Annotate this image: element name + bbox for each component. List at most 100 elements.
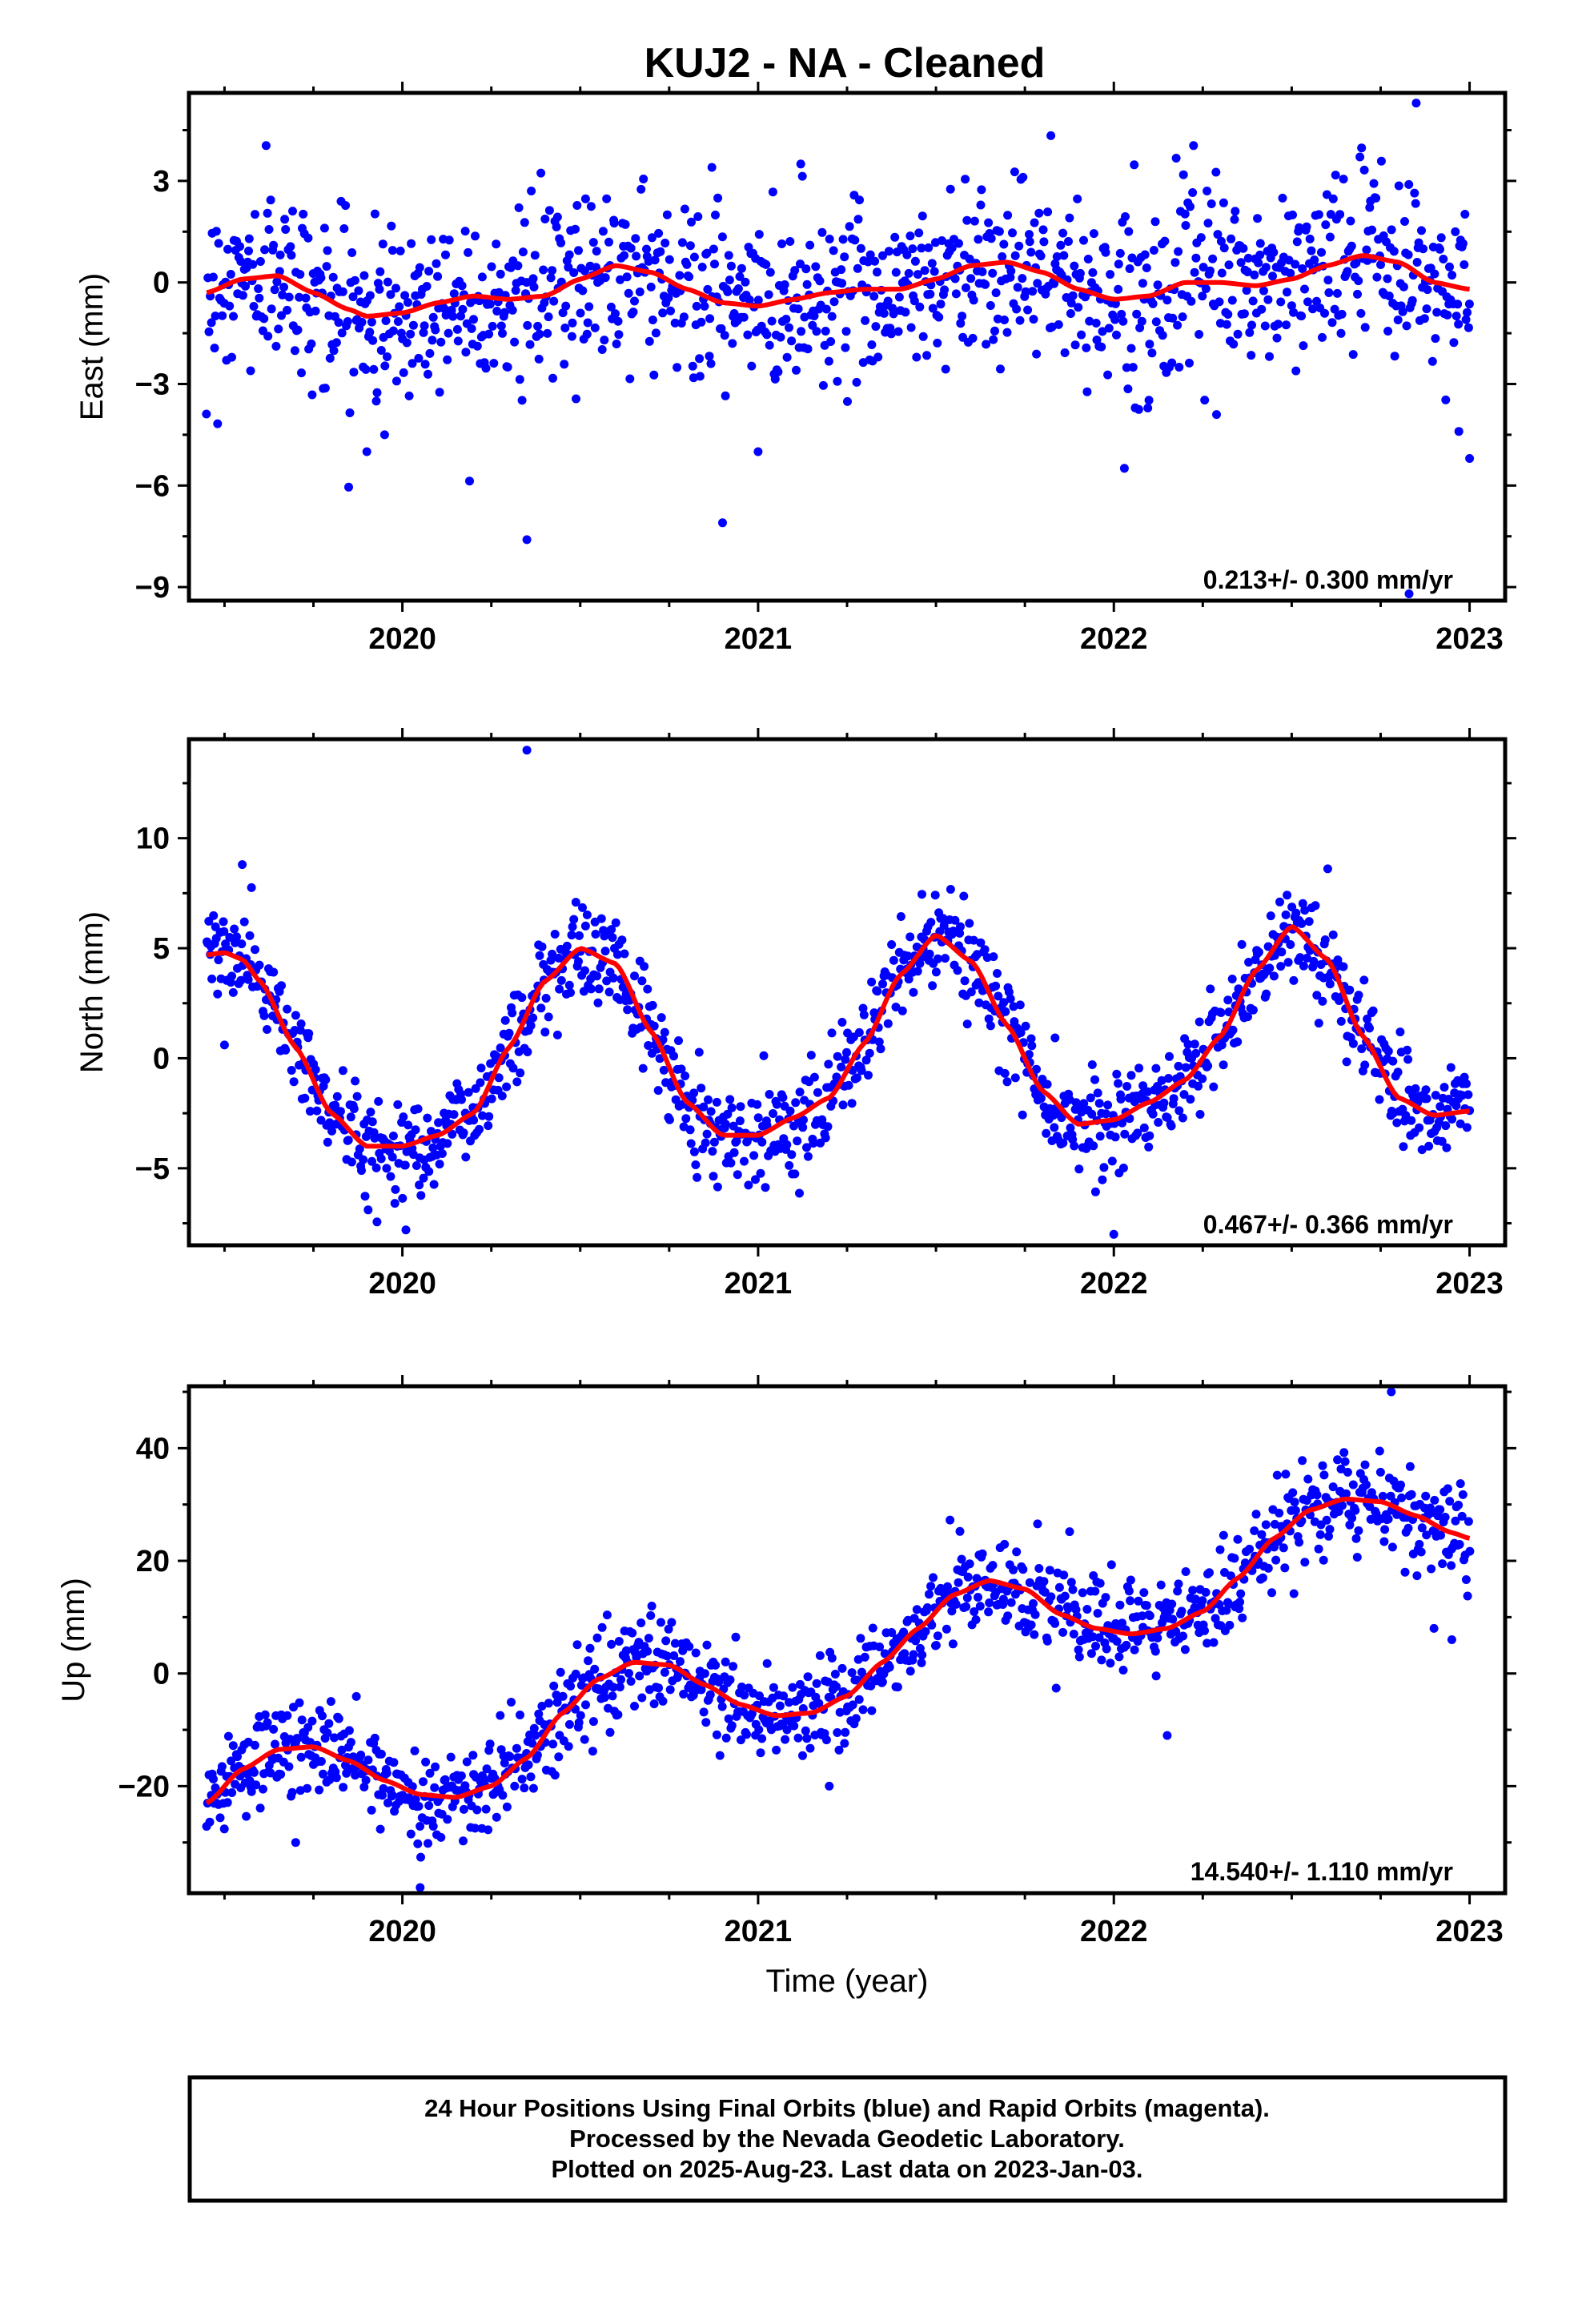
north-data-point [516, 1068, 525, 1078]
up-data-point [702, 1640, 712, 1650]
east-data-point [743, 330, 753, 340]
up-data-point [1106, 1560, 1116, 1570]
east-data-point [208, 272, 218, 282]
north-data-point [1021, 1021, 1030, 1031]
east-data-point [1124, 227, 1134, 236]
north-data-point [578, 903, 587, 912]
east-x-tick-label: 2023 [1435, 622, 1504, 656]
east-data-point [721, 391, 730, 400]
east-data-point [664, 293, 673, 303]
east-data-point [458, 304, 468, 314]
up-data-point [670, 1638, 680, 1648]
up-data-point [1314, 1544, 1323, 1554]
east-data-point [1343, 267, 1352, 276]
up-data-point [769, 1683, 778, 1692]
north-data-point [1143, 1087, 1152, 1096]
east-data-point [1354, 276, 1363, 286]
up-data-point [900, 1649, 909, 1659]
east-data-point [1431, 334, 1440, 344]
north-data-point [608, 933, 617, 943]
east-data-point [546, 273, 556, 283]
east-data-point [1254, 258, 1263, 267]
east-data-point [1104, 324, 1114, 333]
north-data-point [1126, 1071, 1136, 1080]
east-data-point [1367, 225, 1377, 235]
north-data-point [697, 1084, 706, 1093]
north-data-point [644, 1041, 653, 1050]
north-data-point [296, 1019, 306, 1028]
north-data-point [980, 945, 990, 955]
east-data-point [323, 246, 332, 255]
east-data-point [428, 312, 438, 322]
up-data-point [346, 1738, 355, 1747]
north-data-point [827, 1028, 837, 1038]
north-data-point [1148, 1109, 1158, 1119]
east-data-point [225, 301, 235, 311]
north-data-point [230, 924, 239, 934]
up-data-point [259, 1784, 267, 1794]
up-data-point [1351, 1534, 1361, 1543]
north-data-point [1101, 1109, 1110, 1119]
north-data-point [435, 1160, 444, 1169]
east-data-point [1148, 299, 1158, 308]
east-data-point [508, 305, 517, 315]
north-data-point [1401, 1111, 1411, 1120]
east-data-point [427, 235, 436, 244]
up-data-point [1319, 1470, 1329, 1480]
north-data-point [611, 918, 620, 927]
up-data-point [534, 1709, 544, 1719]
up-data-point [1235, 1598, 1245, 1606]
east-data-point [1439, 255, 1448, 263]
up-data-point [424, 1801, 434, 1811]
up-data-point [715, 1751, 725, 1760]
east-data-point [703, 284, 713, 294]
east-data-point [656, 247, 665, 256]
east-data-point [768, 187, 777, 197]
east-data-point [710, 259, 719, 269]
east-data-point [1317, 247, 1326, 257]
up-data-point [566, 1682, 576, 1691]
up-data-point [470, 1823, 480, 1833]
north-data-point [930, 891, 940, 900]
east-data-point [597, 345, 607, 354]
up-data-point [1074, 1652, 1084, 1662]
east-data-point [843, 396, 852, 406]
north-data-point [255, 960, 264, 970]
north-data-point [429, 1180, 439, 1189]
east-data-point [1013, 283, 1022, 292]
east-data-point [951, 289, 961, 299]
east-data-point [452, 324, 462, 334]
east-data-point [1132, 309, 1142, 319]
up-outlier-point [1387, 1387, 1396, 1397]
north-data-point [946, 885, 955, 894]
east-data-point [204, 327, 214, 336]
north-data-point [1359, 975, 1369, 985]
north-data-point [387, 1152, 397, 1162]
north-data-point [1262, 989, 1271, 999]
east-data-point [448, 312, 458, 321]
north-data-point [548, 949, 557, 959]
north-data-point [1206, 984, 1215, 994]
up-data-point [1338, 1501, 1347, 1510]
east-data-point [670, 318, 680, 328]
north-data-point [612, 950, 622, 959]
up-data-point [1461, 1575, 1471, 1584]
up-data-point [933, 1631, 942, 1641]
up-data-point [988, 1561, 998, 1570]
east-data-point [329, 346, 339, 356]
up-data-point [284, 1762, 294, 1771]
north-data-point [693, 1172, 702, 1182]
east-data-point [569, 268, 579, 277]
up-data-point [1230, 1554, 1239, 1563]
east-data-point [1075, 268, 1085, 278]
north-data-point [1183, 1039, 1193, 1049]
up-data-point [714, 1677, 724, 1687]
up-data-point [721, 1657, 730, 1667]
north-data-point [311, 1065, 320, 1075]
east-data-point [797, 327, 806, 336]
east-data-point [913, 270, 922, 279]
east-data-point [1245, 328, 1255, 337]
north-data-point [1190, 1039, 1199, 1049]
east-data-point [598, 227, 608, 236]
east-data-point [891, 267, 901, 277]
